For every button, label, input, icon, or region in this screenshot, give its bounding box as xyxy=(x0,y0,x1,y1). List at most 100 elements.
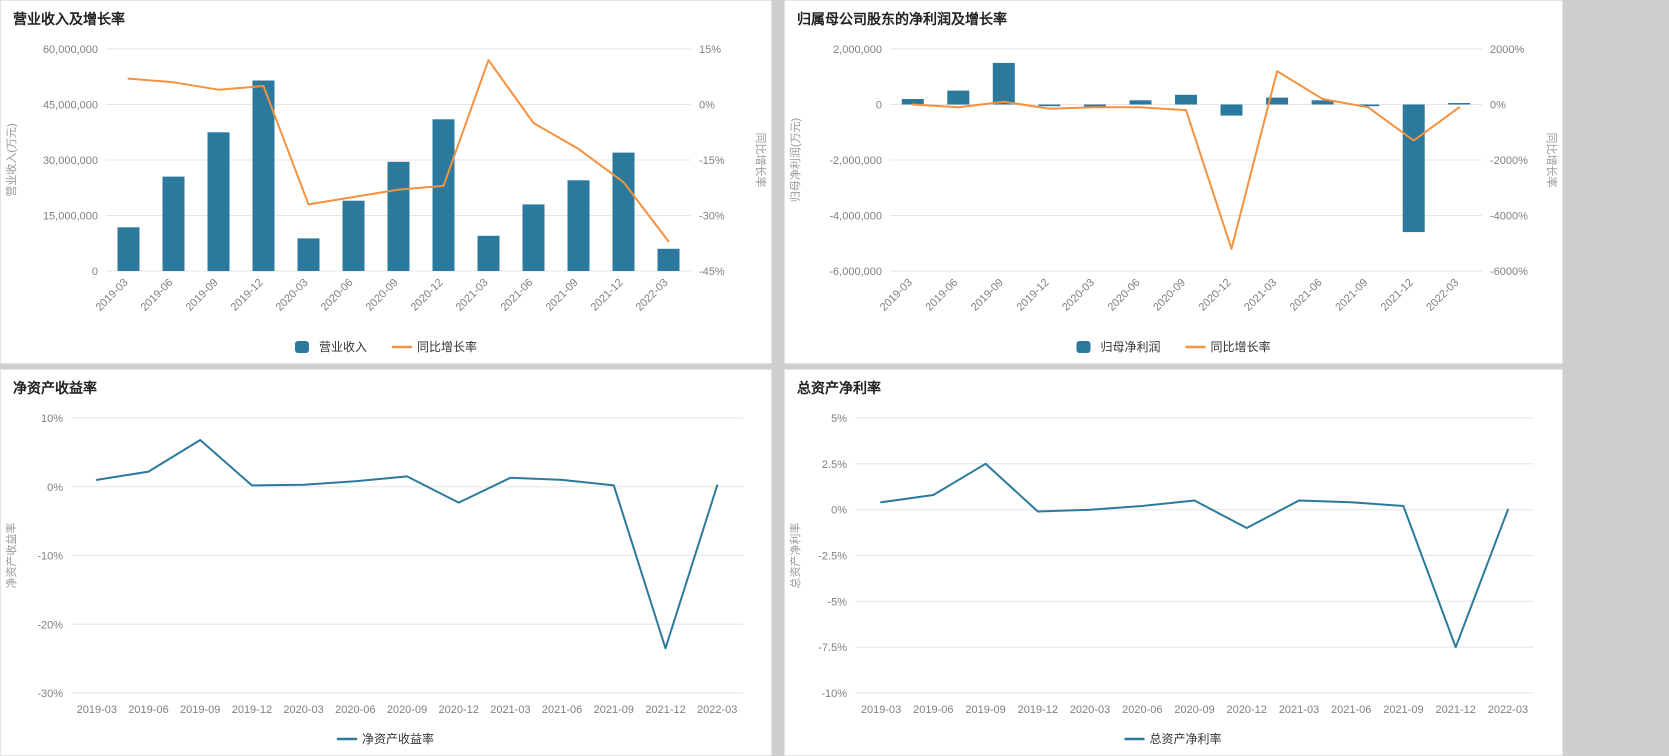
svg-text:0: 0 xyxy=(876,100,882,112)
bar xyxy=(567,180,590,271)
svg-text:0: 0 xyxy=(92,266,98,278)
svg-text:2019-03: 2019-03 xyxy=(861,704,901,716)
svg-text:归母净利润: 归母净利润 xyxy=(1101,340,1161,354)
chart-title-net-profit: 归属母公司股东的净利润及增长率 xyxy=(797,11,1007,27)
svg-text:2021-03: 2021-03 xyxy=(490,704,530,716)
svg-text:2020-06: 2020-06 xyxy=(335,704,375,716)
bar xyxy=(297,238,320,271)
bar xyxy=(477,235,500,271)
bar xyxy=(387,161,410,271)
svg-text:2021-12: 2021-12 xyxy=(589,277,626,314)
bar xyxy=(947,90,970,105)
svg-text:总资产净利率: 总资产净利率 xyxy=(1150,731,1222,746)
svg-text:0%: 0% xyxy=(699,100,715,112)
legend-item[interactable]: 同比增长率 xyxy=(391,339,477,354)
svg-text:2022-03: 2022-03 xyxy=(1488,704,1528,716)
line-series[interactable] xyxy=(911,70,1461,250)
chart-canvas[interactable]: 60,000,000 45,000,000 30,000,000 15,000,000… xyxy=(1,35,771,363)
grid-lines xyxy=(855,417,1534,694)
chart-title-roa: 总资产净利率 xyxy=(797,380,881,396)
bar xyxy=(1448,103,1471,105)
x-axis-labels: 2019-03 2019-06 2019-09 2019-12 2020-03 2020-… xyxy=(94,277,671,314)
svg-text:-7.5%: -7.5% xyxy=(818,642,847,654)
y-axis-title: 净资产收益率 xyxy=(4,523,18,589)
bar xyxy=(1038,104,1061,107)
chart-canvas[interactable]: 2,000,000 0 -2,000,000 -4,000,000 -6,000,000… xyxy=(785,35,1562,363)
bar xyxy=(1311,100,1334,105)
svg-text:2021-12: 2021-12 xyxy=(1379,277,1416,314)
svg-text:2022-03: 2022-03 xyxy=(697,704,737,716)
svg-text:2020-03: 2020-03 xyxy=(1070,704,1110,716)
bar xyxy=(1129,100,1152,105)
bar xyxy=(901,99,924,105)
svg-text:2019-12: 2019-12 xyxy=(232,704,272,716)
panel-roe: 净资产收益率 10% 0% -10% -20% -30% 净资产收益率 2019-03 201… xyxy=(0,369,772,756)
svg-text:2019-12: 2019-12 xyxy=(1014,277,1051,314)
svg-text:2021-09: 2021-09 xyxy=(1383,704,1423,716)
net-profit-growth-chart[interactable]: 2,000,000 0 -2,000,000 -4,000,000 -6,000,000… xyxy=(785,35,1562,363)
line-series[interactable] xyxy=(95,439,719,650)
svg-text:-6,000,000: -6,000,000 xyxy=(829,266,882,278)
svg-text:2021-09: 2021-09 xyxy=(594,704,634,716)
svg-text:2020-03: 2020-03 xyxy=(274,277,311,314)
svg-text:2021-06: 2021-06 xyxy=(499,277,536,314)
bar-series[interactable] xyxy=(901,62,1471,233)
bar-series[interactable] xyxy=(117,80,680,272)
line-series[interactable] xyxy=(127,59,670,243)
svg-text:2019-09: 2019-09 xyxy=(969,277,1006,314)
legend-item[interactable]: 净资产收益率 xyxy=(336,731,434,746)
panel-revenue-growth: 营业收入及增长率 60,000,000 45,000,000 30,000,000 1… xyxy=(0,0,772,364)
svg-text:-6000%: -6000% xyxy=(1490,266,1528,278)
legend-item[interactable]: 归母净利润 xyxy=(1076,340,1161,354)
svg-text:2019-06: 2019-06 xyxy=(128,704,168,716)
svg-text:2020-12: 2020-12 xyxy=(1197,277,1234,314)
bar xyxy=(432,119,455,271)
grid-lines xyxy=(71,417,743,694)
revenue-growth-chart[interactable]: 60,000,000 45,000,000 30,000,000 15,000,000… xyxy=(1,35,771,363)
svg-text:2021-09: 2021-09 xyxy=(1333,277,1370,314)
y-axis-labels: 10% 0% -10% -20% -30% xyxy=(37,413,63,700)
legend: 归母净利润 同比增长率 xyxy=(1076,339,1271,354)
bar xyxy=(162,176,185,271)
roa-chart[interactable]: 5% 2.5% 0% -2.5% -5% -7.5% -10% 总资产净利率 2019-03 20… xyxy=(785,404,1562,755)
panel-net-profit-growth: 归属母公司股东的净利润及增长率 2,000,000 0 -2,000,000 -4,0… xyxy=(784,0,1563,364)
svg-text:2021-12: 2021-12 xyxy=(1436,704,1476,716)
svg-text:-2000%: -2000% xyxy=(1490,155,1528,167)
svg-text:-2.5%: -2.5% xyxy=(818,551,847,563)
bar xyxy=(1220,104,1243,116)
bar xyxy=(1266,97,1289,105)
bar xyxy=(522,204,545,271)
x-axis-labels: 2019-03 2019-06 2019-09 2019-12 2020-03 2020-… xyxy=(861,704,1528,716)
svg-text:2022-03: 2022-03 xyxy=(1424,277,1461,314)
svg-text:2020-06: 2020-06 xyxy=(1122,704,1162,716)
svg-text:2021-09: 2021-09 xyxy=(544,277,581,314)
svg-text:同比增长率: 同比增长率 xyxy=(417,339,477,354)
y2-axis-title: 同比增长率 xyxy=(1545,133,1559,188)
bar xyxy=(992,62,1015,105)
line-series[interactable] xyxy=(880,462,1509,649)
svg-text:30,000,000: 30,000,000 xyxy=(43,155,98,167)
svg-text:2019-09: 2019-09 xyxy=(965,704,1005,716)
svg-text:2020-09: 2020-09 xyxy=(1174,704,1214,716)
chart-title-revenue: 营业收入及增长率 xyxy=(13,11,125,27)
svg-text:2020-09: 2020-09 xyxy=(364,277,401,314)
roe-chart[interactable]: 10% 0% -10% -20% -30% 净资产收益率 2019-03 2019-06 201… xyxy=(1,404,771,755)
bar xyxy=(1402,104,1425,233)
svg-text:2020-09: 2020-09 xyxy=(387,704,427,716)
svg-text:2021-03: 2021-03 xyxy=(1242,277,1279,314)
legend-item[interactable]: 营业收入 xyxy=(295,340,367,354)
bar xyxy=(612,152,635,271)
y-axis-title: 归母净利润(万元) xyxy=(788,118,802,202)
y2-axis-labels: 2000% 0% -2000% -4000% -6000% xyxy=(1490,44,1528,278)
bar xyxy=(657,248,680,271)
legend-item[interactable]: 总资产净利率 xyxy=(1124,731,1222,746)
svg-text:15,000,000: 15,000,000 xyxy=(43,211,98,223)
svg-text:2019-06: 2019-06 xyxy=(139,277,176,314)
bar xyxy=(342,200,365,271)
legend-item[interactable]: 同比增长率 xyxy=(1185,339,1271,354)
svg-text:-10%: -10% xyxy=(37,551,63,563)
y-axis-labels: 60,000,000 45,000,000 30,000,000 15,000,000… xyxy=(43,44,98,278)
svg-text:-4000%: -4000% xyxy=(1490,211,1528,223)
